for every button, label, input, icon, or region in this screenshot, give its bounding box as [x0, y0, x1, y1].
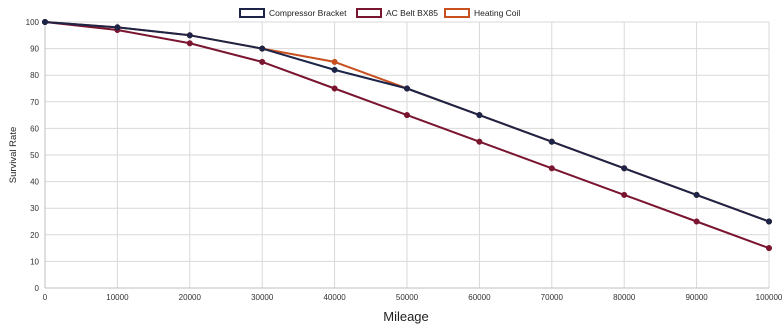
x-tick-label: 0 — [43, 293, 48, 302]
data-point-compressor-bracket — [765, 218, 773, 225]
legend-swatch — [239, 8, 265, 18]
y-tick-label: 100 — [26, 18, 40, 27]
legend-label: AC Belt BX85 — [386, 8, 438, 18]
data-point-compressor-bracket — [403, 85, 411, 92]
x-tick-label: 50000 — [396, 293, 419, 302]
data-point-ac-belt-bx85 — [403, 112, 411, 119]
legend-item: AC Belt BX85 — [356, 8, 438, 18]
legend-label: Compressor Bracket — [269, 8, 347, 18]
data-point-compressor-bracket — [693, 191, 700, 198]
y-tick-label: 30 — [30, 204, 39, 213]
y-axis-title: Survival Rate — [8, 127, 19, 184]
x-tick-labels: 0 10000 20000 30000 40000 50000 60000 70000 8000… — [43, 293, 783, 302]
y-tick-label: 50 — [30, 151, 39, 160]
x-tick-label: 80000 — [613, 293, 636, 302]
axes — [44, 22, 769, 289]
x-tick-label: 20000 — [179, 293, 202, 302]
data-point-compressor-bracket — [548, 138, 555, 145]
y-tick-label: 20 — [30, 231, 39, 240]
data-point-ac-belt-bx85 — [548, 165, 555, 172]
data-point-compressor-bracket — [331, 66, 338, 73]
data-point-compressor-bracket — [476, 112, 483, 119]
data-point-ac-belt-bx85 — [765, 245, 773, 252]
x-tick-label: 90000 — [685, 293, 708, 302]
data-point-heating-coil — [331, 58, 338, 65]
legend-item: Compressor Bracket — [239, 8, 347, 18]
data-point-compressor-bracket — [259, 45, 266, 52]
data-point-ac-belt-bx85 — [186, 40, 193, 47]
legend: Compressor Bracket AC Belt BX85 Heating Co… — [239, 8, 520, 18]
data-point-compressor-bracket — [621, 165, 628, 172]
y-tick-label: 40 — [30, 178, 39, 187]
data-point-compressor-bracket — [114, 24, 121, 31]
data-point-ac-belt-bx85 — [259, 58, 266, 65]
y-tick-label: 60 — [30, 124, 39, 133]
legend-swatch — [356, 8, 382, 18]
y-tick-label: 10 — [30, 257, 39, 266]
y-tick-label: 80 — [30, 71, 39, 80]
y-tick-label: 0 — [35, 284, 40, 293]
x-tick-label: 60000 — [468, 293, 491, 302]
x-tick-label: 40000 — [323, 293, 346, 302]
grid-lines — [44, 21, 770, 289]
data-point-ac-belt-bx85 — [621, 191, 628, 198]
y-tick-labels: 0 10 20 30 40 50 60 70 80 90 100 — [26, 18, 40, 293]
data-point-ac-belt-bx85 — [693, 218, 700, 225]
data-point-ac-belt-bx85 — [476, 138, 483, 145]
x-axis-title: Mileage — [383, 309, 429, 324]
x-tick-label: 10000 — [106, 293, 129, 302]
y-tick-label: 90 — [30, 45, 39, 54]
series-points — [41, 18, 773, 252]
legend-item: Heating Coil — [444, 8, 520, 18]
y-tick-label: 70 — [30, 98, 39, 107]
x-tick-label: 100000 — [756, 293, 783, 302]
x-tick-label: 70000 — [541, 293, 564, 302]
legend-label: Heating Coil — [474, 8, 520, 18]
data-point-compressor-bracket — [186, 32, 193, 39]
legend-swatch — [444, 8, 470, 18]
x-tick-label: 30000 — [251, 293, 274, 302]
data-point-ac-belt-bx85 — [331, 85, 338, 92]
data-point-compressor-bracket — [41, 18, 49, 26]
